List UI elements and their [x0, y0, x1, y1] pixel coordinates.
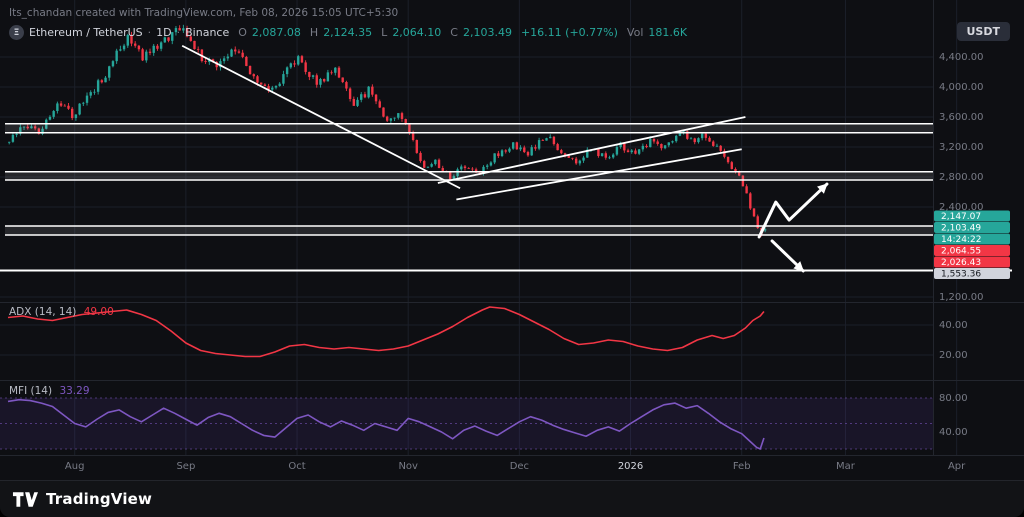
- trendlines: [181, 44, 746, 201]
- svg-text:4,400.00: 4,400.00: [939, 52, 984, 63]
- volume-label: Vol: [626, 26, 644, 39]
- attribution-text: Its_chandan created with TradingView.com…: [9, 7, 399, 19]
- svg-text:4,000.00: 4,000.00: [939, 82, 984, 93]
- svg-text:2,800.00: 2,800.00: [939, 172, 984, 183]
- svg-text:2,400.00: 2,400.00: [939, 202, 984, 213]
- candlestick-series: [8, 24, 767, 237]
- tradingview-logo-icon[interactable]: [12, 491, 38, 508]
- support-resistance-bands: [0, 123, 1012, 272]
- annotation-arrows: [757, 182, 829, 273]
- svg-text:80.00: 80.00: [939, 393, 968, 404]
- price-scale-currency-button[interactable]: USDT: [956, 22, 1010, 41]
- chart-canvas[interactable]: 4,400.00 4,000.00 3,600.00 3,200.00 2,800.00…: [0, 0, 1024, 480]
- adx-indicator-legend[interactable]: ADX (14, 14) 49.00: [9, 306, 114, 318]
- svg-text:Aug: Aug: [65, 461, 85, 472]
- svg-text:3,600.00: 3,600.00: [939, 112, 984, 123]
- ethereum-icon: Ξ: [9, 25, 24, 40]
- adx-name: ADX (14, 14): [9, 306, 77, 318]
- mfi-band: [0, 397, 933, 450]
- svg-text:1,200.00: 1,200.00: [939, 292, 984, 303]
- svg-text:2,103.49: 2,103.49: [941, 224, 981, 234]
- low-value: 2,064.10: [392, 26, 442, 39]
- svg-text:14:24:22: 14:24:22: [941, 235, 981, 245]
- close-value: 2,103.49: [462, 26, 512, 39]
- close-label: C: [450, 26, 458, 39]
- svg-text:2,147.07: 2,147.07: [941, 212, 981, 222]
- change-value: +16.11 (+0.77%): [520, 26, 618, 39]
- time-axis[interactable]: Aug Sep Oct Nov Dec 2026 Feb Mar Apr: [65, 461, 966, 472]
- footer-bar: TradingView: [0, 480, 1024, 517]
- svg-text:Oct: Oct: [288, 461, 305, 472]
- svg-text:40.00: 40.00: [939, 427, 968, 438]
- svg-text:Apr: Apr: [948, 461, 966, 472]
- symbol-legend: Ξ Ethereum / TetherUS · 1D · Binance O 2,…: [9, 25, 687, 40]
- high-label: H: [309, 26, 319, 39]
- svg-text:Mar: Mar: [836, 461, 856, 472]
- adx-line: [7, 306, 765, 358]
- open-label: O: [238, 26, 247, 39]
- svg-text:2026: 2026: [618, 461, 643, 472]
- svg-text:3,200.00: 3,200.00: [939, 142, 984, 153]
- price-axis[interactable]: 4,400.00 4,000.00 3,600.00 3,200.00 2,800.00…: [939, 52, 984, 438]
- svg-text:2,064.55: 2,064.55: [941, 247, 981, 257]
- symbol-exchange[interactable]: Binance: [185, 26, 230, 39]
- separator-dot: ·: [147, 26, 152, 39]
- symbol-name[interactable]: Ethereum / TetherUS: [29, 26, 143, 39]
- svg-text:1,553.36: 1,553.36: [941, 270, 981, 280]
- svg-text:2,026.43: 2,026.43: [941, 258, 981, 268]
- svg-text:Dec: Dec: [510, 461, 529, 472]
- mfi-indicator-legend[interactable]: MFI (14) 33.29: [9, 385, 90, 397]
- svg-text:Nov: Nov: [398, 461, 418, 472]
- svg-text:Feb: Feb: [733, 461, 751, 472]
- separator-dot: ·: [176, 26, 181, 39]
- svg-text:Sep: Sep: [176, 461, 195, 472]
- svg-text:20.00: 20.00: [939, 350, 968, 361]
- volume-value: 181.6K: [648, 26, 688, 39]
- pane-separators: [0, 0, 1024, 456]
- mfi-value: 33.29: [59, 385, 90, 397]
- low-label: L: [381, 26, 388, 39]
- adx-value: 49.00: [83, 306, 114, 318]
- high-value: 2,124.35: [323, 26, 373, 39]
- open-value: 2,087.08: [251, 26, 301, 39]
- mfi-line: [7, 398, 765, 450]
- mfi-name: MFI (14): [9, 385, 53, 397]
- symbol-interval[interactable]: 1D: [156, 26, 172, 39]
- tradingview-wordmark[interactable]: TradingView: [46, 490, 153, 508]
- svg-text:40.00: 40.00: [939, 320, 968, 331]
